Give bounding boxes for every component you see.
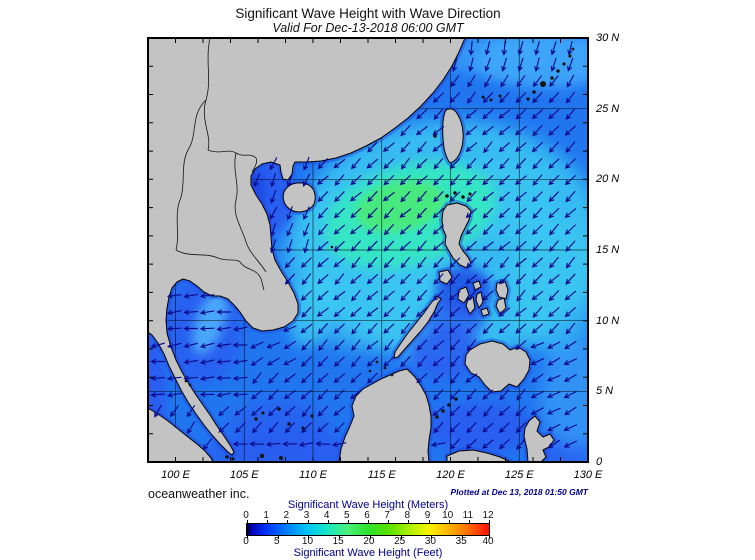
- colorbar-meters-tick-label: 8: [404, 510, 411, 521]
- x-tick-label: 110 E: [299, 469, 327, 481]
- colorbar-tick-mark: [347, 520, 349, 523]
- colorbar-ticks: [247, 0, 491, 560]
- colorbar-tick-mark: [468, 520, 470, 523]
- colorbar-meters-tick-label: 1: [263, 510, 269, 521]
- colorbar-meters-tick-label: 5: [344, 510, 350, 521]
- colorbar-tick-mark: [462, 536, 464, 539]
- colorbar-feet-tick-label: 20: [363, 536, 375, 547]
- colorbar-meters-tick-label: 11: [462, 510, 474, 521]
- colorbar-tick-mark: [267, 520, 269, 523]
- colorbar-tick-mark: [408, 520, 410, 523]
- colorbar-meters-tick-label: 6: [364, 510, 370, 521]
- plotted-timestamp: Plotted at Dec 13, 2018 01:50 GMT: [450, 487, 588, 497]
- colorbar-tick-mark: [448, 520, 450, 523]
- y-tick-label: 10 N: [596, 314, 620, 327]
- x-tick-label: 130 E: [573, 469, 603, 481]
- y-tick-label: 5 N: [596, 385, 614, 398]
- colorbar-tick-mark: [369, 536, 371, 539]
- colorbar-feet-tick-label: 10: [301, 536, 314, 547]
- valid-time-subtitle: Valid For Dec-13-2018 06:00 GMT: [272, 21, 464, 35]
- colorbar-feet-labels: 0 5 10 15 20 25 30 35 40: [243, 536, 494, 547]
- y-tick-label: 15 N: [596, 244, 620, 256]
- colorbar-tick-mark: [428, 520, 430, 523]
- colorbar-meters-tick-label: 2: [283, 510, 290, 521]
- colorbar-tick-mark: [431, 536, 433, 539]
- colorbar-title-meters: Significant Wave Height (Meters): [287, 499, 449, 511]
- x-axis-labels: 100 E 105 E 110 E 115 E 120 E 125 E 130 E: [0, 469, 755, 483]
- x-tick-label: 105 E: [229, 469, 259, 481]
- colorbar-meters-labels: 0 1 2 3 4 5 6 7 8 9 10 11 12: [243, 510, 494, 521]
- colorbar-tick-mark: [489, 520, 490, 523]
- colorbar-meters-tick-label: 10: [442, 510, 454, 521]
- colorbar-tick-mark: [327, 520, 329, 523]
- y-tick-label: 30 N: [596, 32, 620, 44]
- colorbar-tick-mark: [308, 536, 310, 539]
- y-tick-label: 0: [596, 456, 603, 468]
- x-tick-label: 100 E: [161, 469, 190, 481]
- colorbar-title-feet: Significant Wave Height (Feet): [293, 547, 443, 559]
- y-tick-label: 25 N: [596, 102, 620, 115]
- colorbar-feet-tick-label: 25: [394, 536, 406, 547]
- colorbar-feet-tick-label: 35: [455, 536, 467, 547]
- colorbar-feet-tick-label: 30: [424, 536, 436, 547]
- x-tick-label: 125 E: [504, 469, 534, 481]
- colorbar-feet-tick-label: 15: [332, 536, 344, 547]
- colorbar-feet-tick-label: 40: [482, 536, 494, 547]
- colorbar-tick-mark: [247, 520, 248, 523]
- colorbar-tick-mark: [307, 520, 309, 523]
- colorbar-tick-mark: [277, 536, 279, 539]
- colorbar-gradient: [246, 523, 490, 536]
- colorbar-meters-tick-label: 7: [384, 510, 390, 521]
- colorbar-meters-tick-label: 9: [424, 510, 431, 521]
- x-tick-label: 120 E: [436, 469, 465, 481]
- oceanweather-brand: oceanweather inc.: [148, 487, 250, 501]
- colorbar-tick-mark: [339, 536, 341, 539]
- colorbar-feet-tick-label: 5: [273, 536, 280, 547]
- colorbar-meters-tick-label: 3: [303, 510, 310, 521]
- colorbar-meters-tick-label: 4: [323, 510, 330, 521]
- colorbar-tick-mark: [388, 520, 390, 523]
- x-tick-label: 115 E: [367, 469, 396, 481]
- colorbar-feet-tick-label: 0: [243, 536, 249, 547]
- y-tick-label: 20 N: [596, 173, 620, 186]
- colorbar-tick-mark: [287, 520, 289, 523]
- page-title: Significant Wave Height with Wave Direct…: [235, 6, 501, 21]
- y-axis-labels: 30 N 25 N 20 N 15 N 10 N 5 N 0: [596, 0, 636, 560]
- colorbar-tick-mark: [247, 536, 248, 539]
- colorbar-tick-mark: [489, 536, 490, 539]
- colorbar-tick-mark: [368, 520, 369, 523]
- colorbar-tick-mark: [400, 536, 402, 539]
- colorbar-meters-tick-label: 0: [243, 510, 249, 521]
- colorbar-meters-tick-label: 12: [482, 510, 494, 521]
